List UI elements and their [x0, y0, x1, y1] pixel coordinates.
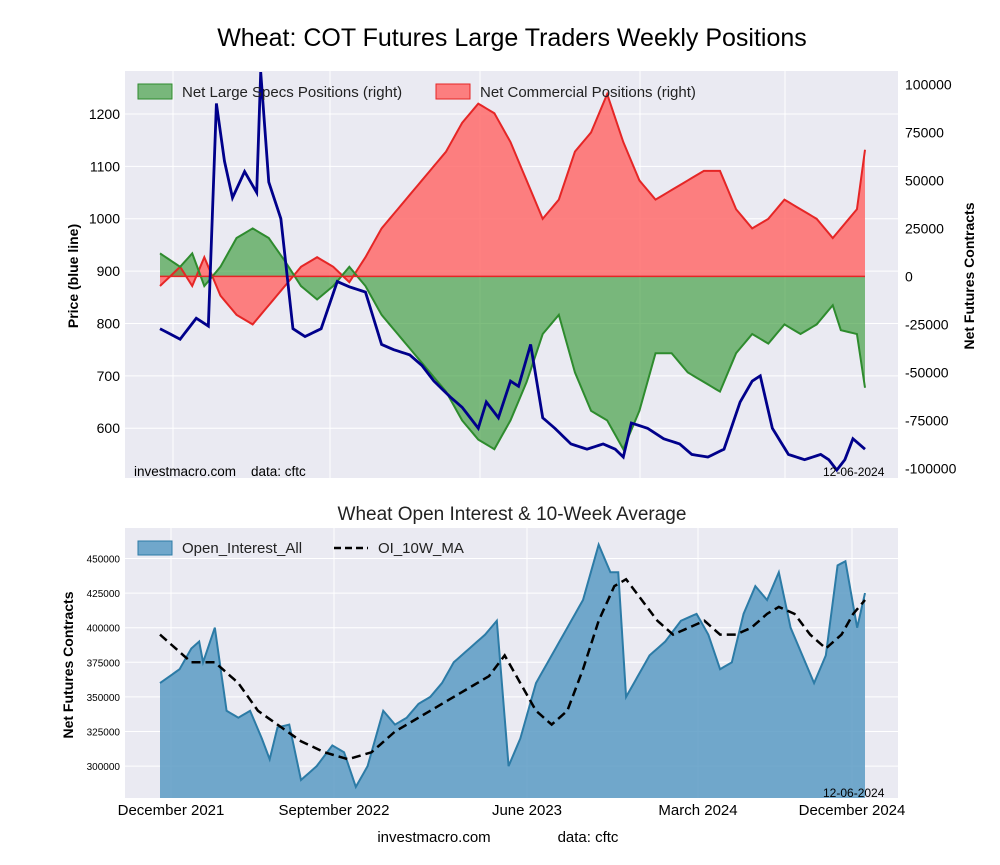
top-left-axis-ticks: 600 700 800 900 1000 1100 1200 [89, 106, 120, 436]
bottom-credit-site: investmacro.com [377, 829, 490, 846]
net-commercial-line [159, 91, 866, 326]
left-tick-label: 1000 [89, 211, 120, 227]
price-line [159, 71, 866, 473]
top-right-axis-label: Net Futures Contracts [961, 202, 977, 349]
bottom-series-group [159, 541, 866, 798]
legend-swatch-open-interest [137, 540, 173, 556]
bottom-y-axis-ticks: 300000 325000 350000 375000 400000 425000 4500… [87, 554, 121, 773]
right-tick-label: -75000 [905, 412, 949, 428]
top-legend: Net Large Specs Positions (right) Net Co… [137, 83, 696, 101]
bottom-x-tick-label: June 2023 [492, 802, 562, 819]
right-tick-label: 75000 [905, 124, 944, 140]
left-tick-label: 800 [97, 315, 121, 331]
right-tick-label: 25000 [905, 220, 944, 236]
top-right-axis-ticks: 100000 75000 50000 25000 0 -25000 -50000 -75000… [905, 76, 957, 476]
right-tick-label: 0 [905, 268, 913, 284]
top-series-group [159, 71, 866, 473]
bottom-x-tick-label: December 2021 [118, 802, 225, 819]
right-tick-label: -50000 [905, 364, 949, 380]
open-interest-line [159, 541, 866, 790]
net-commercial-area [160, 94, 865, 325]
bottom-y-tick-label: 450000 [87, 554, 121, 565]
legend-label-net-commercial: Net Commercial Positions (right) [480, 84, 696, 101]
legend-label-oi-10w-ma: OI_10W_MA [378, 540, 464, 557]
right-tick-label: 100000 [905, 76, 952, 92]
legend-label-net-large-specs: Net Large Specs Positions (right) [182, 84, 402, 101]
legend-swatch-net-commercial [435, 83, 471, 100]
open-interest-area [160, 544, 865, 798]
net-large-specs-line [159, 227, 866, 452]
bottom-credit-data: data: cftc [558, 829, 619, 846]
right-tick-label: 50000 [905, 172, 944, 188]
bottom-y-tick-label: 375000 [87, 658, 121, 669]
left-tick-label: 900 [97, 263, 121, 279]
right-tick-label: -100000 [905, 460, 957, 476]
bottom-y-tick-label: 325000 [87, 728, 121, 739]
net-large-specs-area [160, 228, 865, 450]
left-tick-label: 700 [97, 368, 121, 384]
bottom-chart-title: Wheat Open Interest & 10-Week Average [338, 504, 687, 525]
bottom-date-label: 12-06-2024 [823, 786, 885, 800]
left-tick-label: 600 [97, 420, 121, 436]
top-footer-credits: investmacro.com data: cftc [134, 464, 306, 479]
legend-label-open-interest: Open_Interest_All [182, 540, 302, 557]
left-tick-label: 1100 [90, 158, 120, 174]
bottom-x-tick-label: March 2024 [658, 802, 737, 819]
bottom-y-tick-label: 350000 [87, 693, 121, 704]
bottom-y-axis-label: Net Futures Contracts [60, 591, 76, 738]
legend-swatch-net-large-specs [137, 83, 173, 100]
bottom-x-tick-label: September 2022 [279, 802, 390, 819]
bottom-y-tick-label: 425000 [87, 589, 121, 600]
bottom-x-tick-label: December 2024 [799, 802, 906, 819]
bottom-x-axis-ticks: December 2021 September 2022 June 2023 Marc… [118, 802, 906, 819]
right-tick-label: -25000 [905, 316, 949, 332]
bottom-legend: Open_Interest_All OI_10W_MA [137, 540, 464, 557]
bottom-y-tick-label: 400000 [87, 624, 121, 635]
bottom-y-tick-label: 300000 [87, 762, 121, 773]
left-tick-label: 1200 [89, 106, 120, 122]
top-footer-date: 12-06-2024 [823, 465, 885, 479]
top-left-axis-label: Price (blue line) [65, 224, 81, 328]
oi-10w-ma-line [159, 577, 866, 761]
top-chart-title: Wheat: COT Futures Large Traders Weekly … [217, 24, 807, 52]
